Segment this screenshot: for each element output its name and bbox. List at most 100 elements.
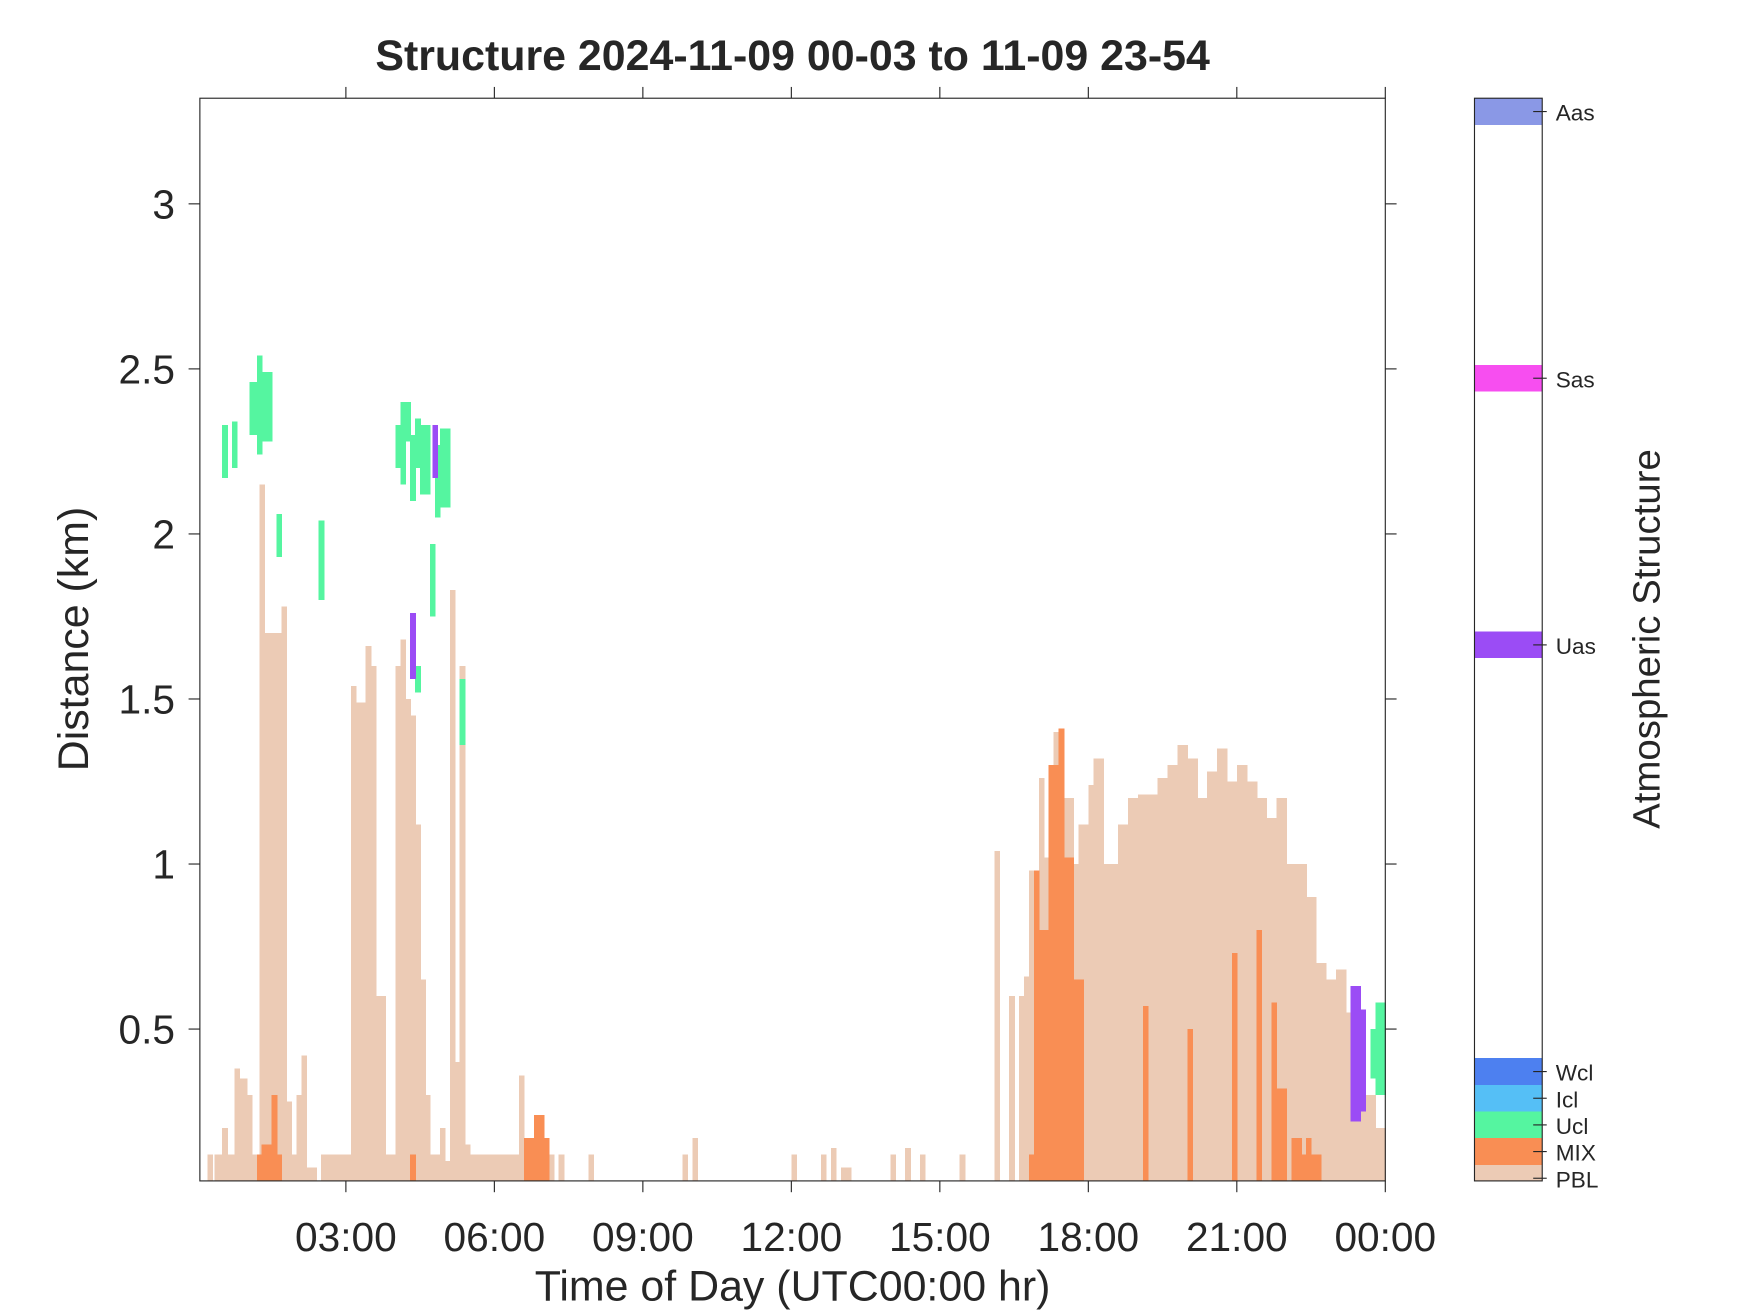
plot-frame (199, 97, 1386, 1182)
structure-cell (276, 1154, 283, 1181)
structure-cell (439, 428, 451, 508)
x-tick-label: 12:00 (741, 1214, 843, 1260)
structure-cell (1038, 930, 1050, 1181)
structure-cell (1236, 764, 1248, 1181)
structure-cell (261, 1144, 273, 1181)
structure-cell (558, 1154, 565, 1181)
structure-cell (1177, 745, 1188, 1181)
structure-cell (1291, 1137, 1302, 1181)
chart-title: Structure 2024-11-09 00-03 to 11-09 23-5… (375, 32, 1210, 80)
structure-cell (214, 1154, 223, 1181)
structure-cell (1142, 1005, 1149, 1181)
structure-cell (1266, 817, 1278, 1181)
structure-cell (464, 1144, 471, 1181)
colorbar-tick-label: Icl (1556, 1087, 1579, 1112)
x-tick-label: 03:00 (295, 1214, 397, 1260)
structure-cell (415, 418, 421, 468)
structure-cell (1360, 1009, 1367, 1112)
structure-cell (439, 1128, 446, 1181)
structure-cell (259, 484, 265, 1181)
colorbar-band (1474, 1138, 1543, 1165)
structure-cell (306, 1167, 317, 1181)
structure-cell (222, 1128, 228, 1181)
structure-cell (1271, 1002, 1278, 1181)
x-tick-label: 15:00 (889, 1214, 991, 1260)
colorbar-tick-label: PBL (1556, 1167, 1599, 1192)
structure-cell (395, 425, 402, 468)
structure-cell (791, 1154, 797, 1181)
structure-cell (256, 355, 263, 455)
structure-cell (232, 421, 238, 468)
colorbar-band (1474, 1111, 1543, 1139)
colorbar-band (1474, 98, 1543, 125)
structure-cell (246, 1095, 253, 1181)
structure-cell (296, 1095, 303, 1181)
structure-cell (410, 434, 416, 501)
structure-cell (234, 1068, 241, 1181)
structure-cell (1276, 1088, 1287, 1181)
structure-cell (281, 606, 288, 1181)
structure-cell (1033, 870, 1040, 1181)
structure-cell (251, 1154, 260, 1181)
structure-cell (430, 1154, 441, 1181)
structure-cell (920, 1154, 926, 1181)
structure-cell (1058, 728, 1065, 1181)
y-tick-label: 2.5 (119, 347, 175, 393)
structure-cell (519, 1075, 525, 1181)
y-tick-label: 1 (152, 842, 175, 888)
structure-cell (1276, 798, 1287, 1181)
y-tick-label: 0.5 (119, 1007, 175, 1053)
structure-cell (1306, 897, 1317, 1181)
y-axis-label: Distance (km) (50, 507, 98, 772)
structure-cell (1187, 758, 1198, 1181)
structure-cell (1167, 764, 1179, 1181)
colorbar-tick-label: MIX (1556, 1141, 1596, 1166)
structure-cell (959, 1154, 966, 1181)
colorbar-frame (1473, 97, 1543, 1182)
structure-cell (222, 425, 228, 478)
structure-cell (449, 590, 456, 1181)
structure-cell (365, 646, 372, 1181)
structure-cell (1311, 1154, 1322, 1181)
structure-cell (1207, 771, 1218, 1181)
structure-cell (821, 1154, 827, 1181)
structure-cell (1316, 963, 1327, 1181)
structure-cell (444, 1161, 451, 1181)
structure-cell (271, 1095, 278, 1181)
colorbar-tick-label: Uas (1556, 634, 1596, 659)
structure-cell (301, 1055, 307, 1181)
structure-cell (432, 425, 439, 478)
structure-cell (400, 639, 406, 1181)
cells (207, 355, 1386, 1181)
structure-cell (415, 824, 421, 1181)
structure-cell (410, 613, 416, 680)
structure-cell (410, 715, 416, 1181)
colorbar-band (1474, 1058, 1543, 1085)
structure-cell (1246, 781, 1258, 1181)
structure-cell (1157, 778, 1169, 1181)
structure-cell (1217, 748, 1228, 1181)
structure-cell (1306, 1137, 1312, 1181)
structure-cell (350, 685, 357, 1181)
colorbar-label: Atmospheric Structure (1626, 449, 1669, 829)
structure-cell (1127, 798, 1139, 1181)
structure-cell (239, 1078, 248, 1181)
structure-cell (321, 1154, 352, 1181)
structure-cell (830, 1147, 837, 1181)
structure-cell (543, 1137, 550, 1181)
structure-cell (1093, 758, 1104, 1181)
colorbar-band (1474, 364, 1543, 392)
x-tick-label: 21:00 (1186, 1214, 1288, 1260)
colorbar-tick-label: Wcl (1556, 1061, 1594, 1086)
structure-cell (375, 996, 387, 1181)
structure-cell (1028, 1154, 1035, 1181)
structure-cell (1019, 996, 1025, 1181)
structure-cell (420, 425, 431, 495)
structure-cell (318, 520, 325, 600)
structure-cell (286, 1101, 293, 1181)
colorbar-tick-label: Ucl (1556, 1114, 1589, 1139)
structure-cell (425, 1095, 431, 1181)
structure-cell (400, 401, 406, 485)
x-tick-label: 06:00 (444, 1214, 546, 1260)
structure-cell (1231, 953, 1238, 1181)
